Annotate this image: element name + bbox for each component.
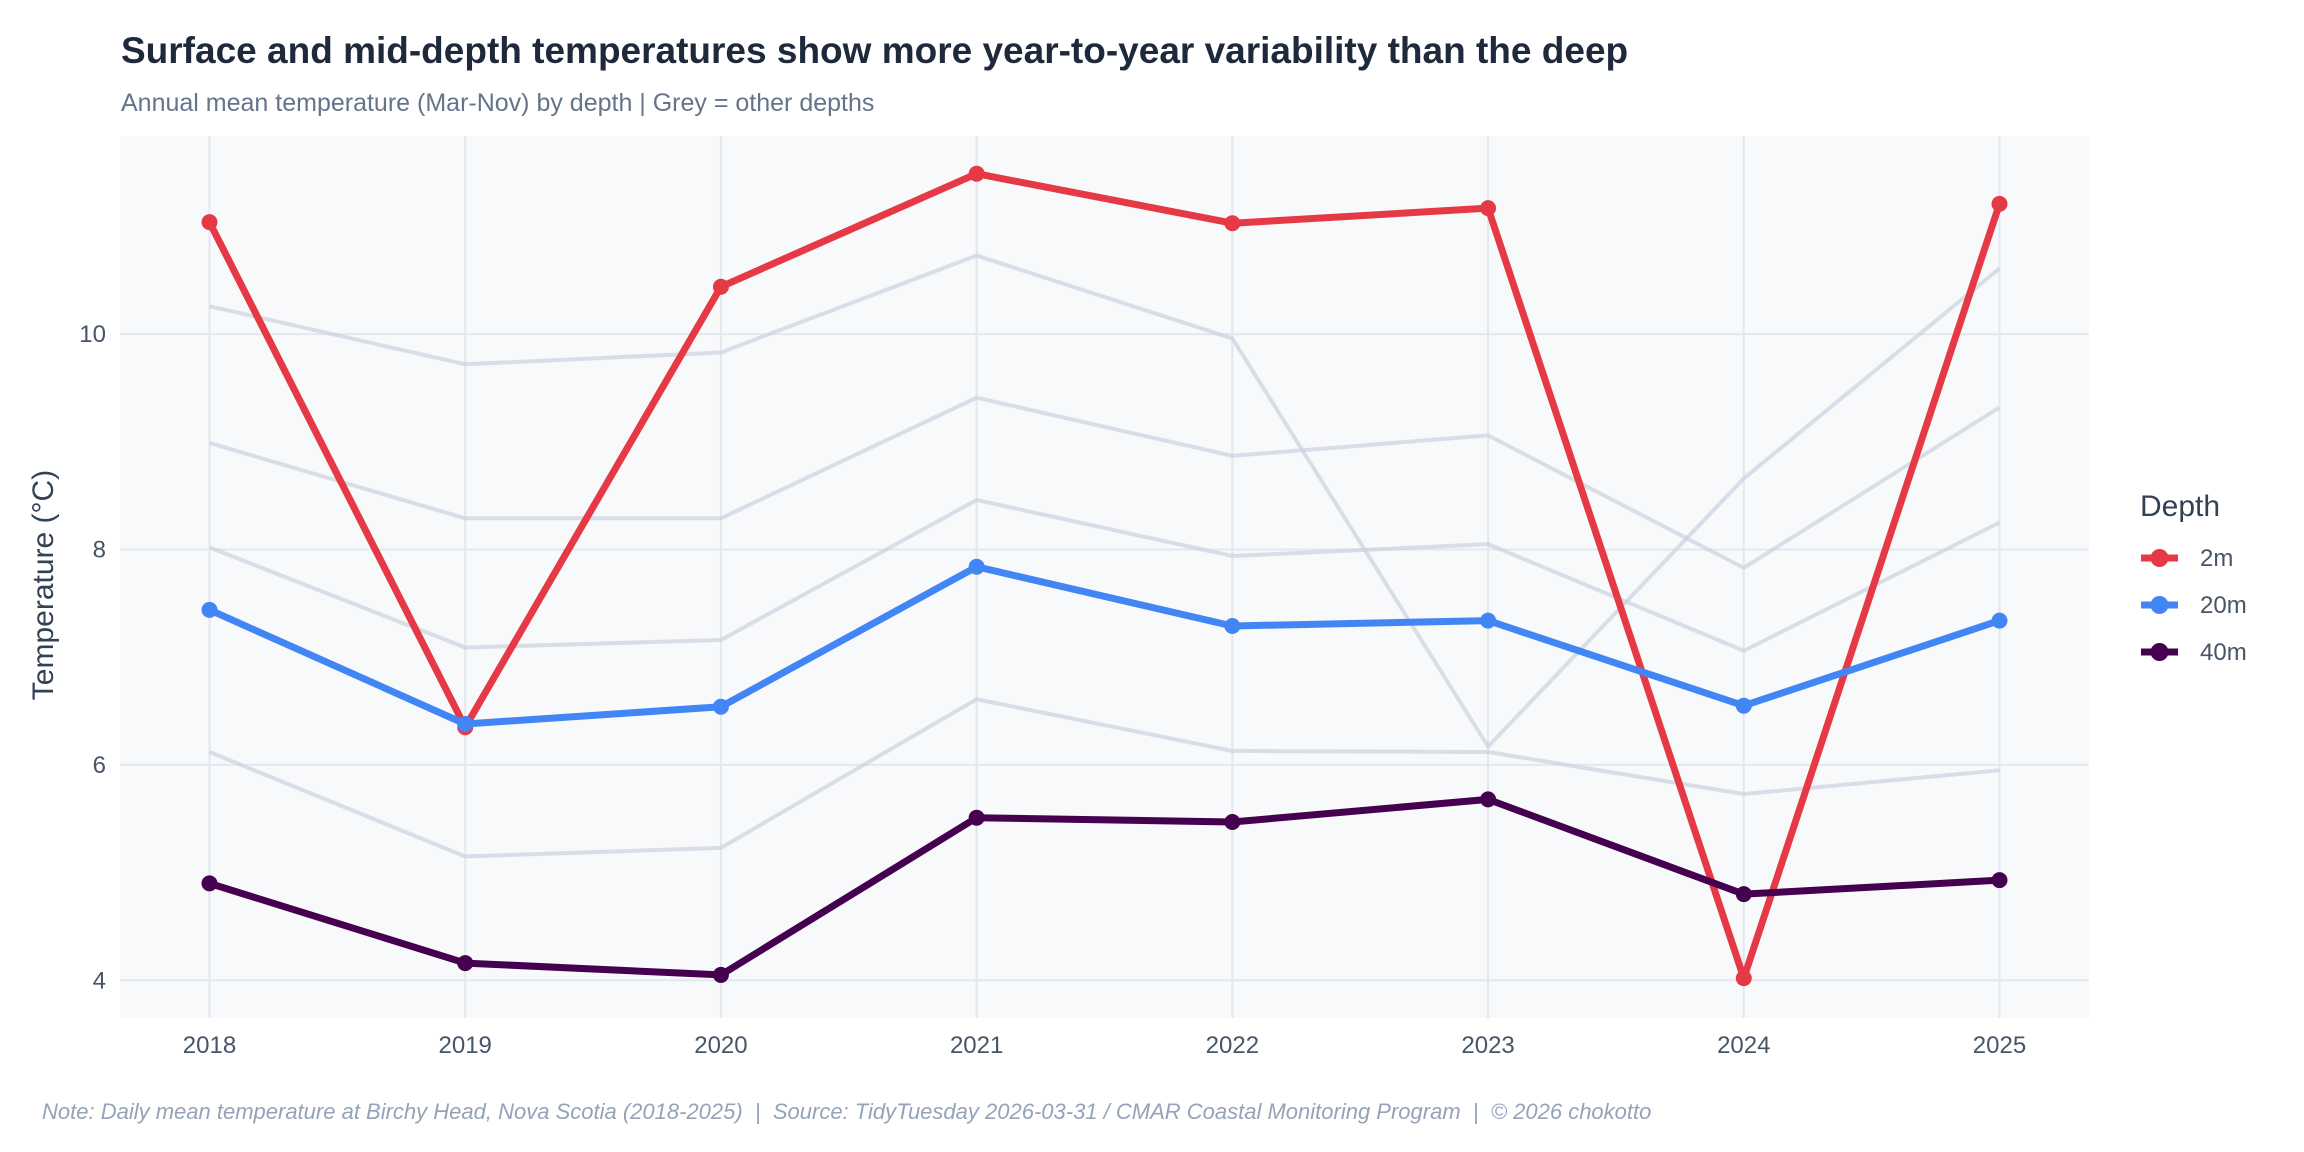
legend-label: 2m [2200, 545, 2233, 572]
data-point-20m[interactable] [1480, 612, 1497, 629]
x-tick-label: 2018 [183, 1032, 236, 1059]
y-axis-title: Temperature (°C) [27, 470, 60, 700]
legend-swatch-marker [2150, 596, 2169, 614]
legend-item-2m[interactable]: 2m [2141, 545, 2233, 572]
y-tick-label: 6 [93, 752, 106, 779]
data-point-20m[interactable] [712, 698, 729, 715]
data-point-2m[interactable] [201, 214, 218, 231]
series-line-20m [208, 563, 2001, 728]
x-tick-label: 2022 [1206, 1032, 1259, 1059]
data-point-2m[interactable] [1735, 970, 1752, 987]
other-depth-line [209, 253, 2001, 749]
legend-title: Depth [2140, 490, 2220, 523]
series-line-2m [206, 170, 2003, 982]
data-point-2m[interactable] [1480, 200, 1497, 217]
other-depth-line [208, 697, 2000, 859]
y-axis: 4 6 8 10 [79, 321, 106, 994]
data-point-40m[interactable] [968, 809, 985, 826]
chart-subtitle: Annual mean temperature (Mar-Nov) by dep… [121, 89, 875, 117]
other-depth-line [208, 498, 2001, 653]
plot-area [120, 136, 2089, 1018]
legend-swatch-marker [2150, 643, 2169, 661]
gridlines [120, 136, 2089, 1018]
x-tick-label: 2025 [1973, 1032, 2026, 1059]
data-point-2m[interactable] [712, 278, 729, 295]
legend-label: 40m [2200, 639, 2247, 666]
data-point-40m[interactable] [1735, 886, 1752, 903]
data-point-20m[interactable] [968, 558, 985, 575]
y-tick-label: 8 [93, 537, 106, 564]
x-tick-label: 2020 [694, 1032, 747, 1059]
data-point-20m[interactable] [1224, 618, 1241, 634]
data-point-40m[interactable] [1480, 791, 1497, 808]
x-tick-label: 2023 [1461, 1032, 1514, 1059]
data-point-40m[interactable] [1224, 814, 1241, 830]
series-40m [201, 791, 2008, 983]
legend: Depth 2m 20m 40m [2140, 490, 2247, 666]
x-tick-label: 2021 [950, 1032, 1003, 1059]
data-point-20m[interactable] [1735, 697, 1752, 714]
y-tick-label: 4 [93, 967, 106, 994]
x-tick-label: 2024 [1717, 1032, 1770, 1059]
legend-item-20m[interactable]: 20m [2141, 592, 2247, 619]
chart-title: Surface and mid-depth temperatures show … [121, 30, 1629, 71]
legend-item-40m[interactable]: 40m [2141, 639, 2247, 666]
other-depth-lines [208, 253, 2001, 859]
highlight-depth-lines [201, 165, 2008, 987]
data-point-2m[interactable] [1991, 195, 2008, 212]
other-depth-line [208, 395, 2001, 570]
data-point-40m[interactable] [457, 955, 474, 972]
series-2m [201, 165, 2008, 987]
series-20m [201, 558, 2008, 732]
x-tick-label: 2019 [439, 1032, 492, 1059]
x-axis: 2018 2019 2020 2021 2022 2023 2024 2025 [183, 1032, 2026, 1059]
legend-swatch-marker [2150, 549, 2169, 567]
data-point-20m[interactable] [201, 601, 218, 618]
data-point-2m[interactable] [1224, 215, 1241, 232]
data-point-40m[interactable] [201, 875, 218, 892]
data-point-40m[interactable] [1991, 872, 2008, 889]
data-point-40m[interactable] [712, 966, 729, 983]
data-point-2m[interactable] [968, 165, 985, 182]
legend-label: 20m [2200, 592, 2247, 619]
chart-footnote: Note: Daily mean temperature at Birchy H… [42, 1099, 1652, 1124]
y-tick-label: 10 [79, 321, 106, 348]
data-point-20m[interactable] [1991, 612, 2008, 629]
data-point-20m[interactable] [457, 716, 474, 732]
series-line-40m [208, 795, 2000, 979]
